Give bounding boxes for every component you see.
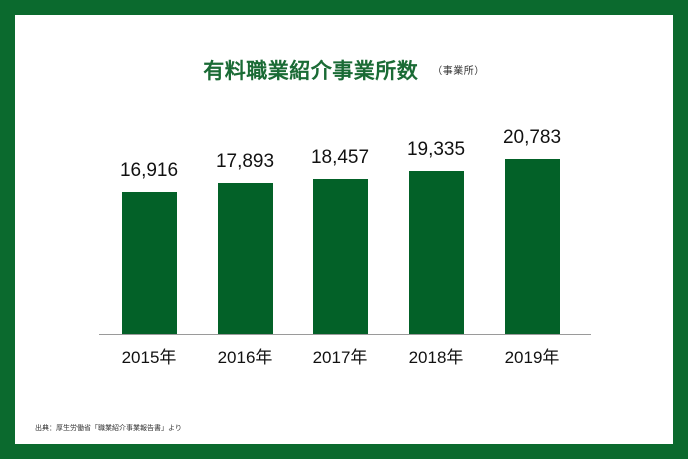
- value-label: 19,335: [406, 139, 466, 160]
- unit-label: （事業所）: [432, 66, 485, 77]
- value-label: 18,457: [310, 147, 370, 168]
- category-label: 2018年: [408, 348, 464, 367]
- bar-2018: [409, 171, 464, 334]
- bar-2017: [313, 179, 368, 334]
- value-label: 16,916: [119, 160, 179, 181]
- source-note: 出典：厚生労働省「職業紹介事業報告書」より: [35, 424, 182, 432]
- category-label: 2016年: [217, 348, 273, 367]
- bar-2019: [505, 159, 560, 334]
- chart-title: 有料職業紹介事業所数: [203, 59, 419, 83]
- category-label: 2017年: [312, 348, 368, 367]
- value-label: 20,783: [502, 127, 562, 148]
- bar-2016: [218, 183, 273, 334]
- bar-2015: [122, 192, 177, 334]
- value-label: 17,893: [215, 151, 275, 172]
- category-label: 2019年: [504, 348, 560, 367]
- x-axis-line: [99, 334, 591, 335]
- chart-title-row: 有料職業紹介事業所数 （事業所）: [0, 55, 688, 85]
- category-label: 2015年: [121, 348, 177, 367]
